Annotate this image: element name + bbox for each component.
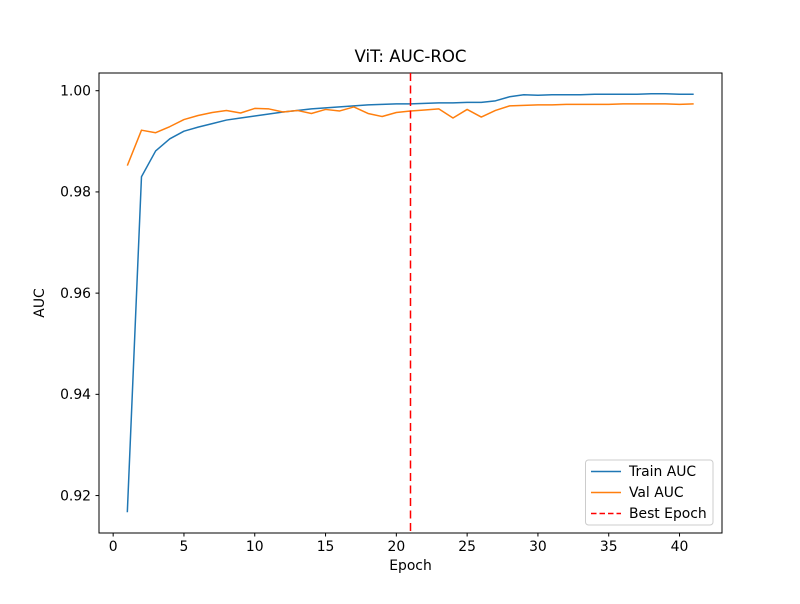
x-tick-label: 25: [458, 539, 476, 555]
legend: Train AUC Val AUC Best Epoch: [585, 459, 714, 526]
y-tick-label: 0.94: [60, 387, 91, 403]
x-tick-label: 0: [109, 539, 118, 555]
x-axis-ticks: 0 5 10 15 20 25 30 35 40: [109, 533, 689, 555]
x-tick-label: 30: [529, 539, 547, 555]
legend-val-label: Val AUC: [629, 485, 684, 501]
y-tick-label: 1.00: [60, 84, 91, 100]
x-tick-label: 35: [600, 539, 618, 555]
y-axis-ticks: 0.92 0.94 0.96 0.98 1.00: [60, 84, 99, 504]
legend-best-epoch-label: Best Epoch: [629, 506, 707, 522]
legend-train-label: Train AUC: [628, 464, 696, 480]
x-tick-label: 5: [180, 539, 189, 555]
legend-box: [585, 459, 714, 526]
chart-title: ViT: AUC-ROC: [354, 47, 466, 66]
x-tick-label: 40: [671, 539, 689, 555]
y-tick-label: 0.98: [60, 185, 91, 201]
y-tick-label: 0.96: [60, 286, 91, 302]
x-axis-label: Epoch: [389, 558, 432, 574]
x-tick-label: 10: [246, 539, 264, 555]
x-tick-label: 20: [387, 539, 405, 555]
y-tick-label: 0.92: [60, 488, 91, 504]
y-axis-label: AUC: [32, 288, 48, 317]
x-tick-label: 15: [317, 539, 335, 555]
